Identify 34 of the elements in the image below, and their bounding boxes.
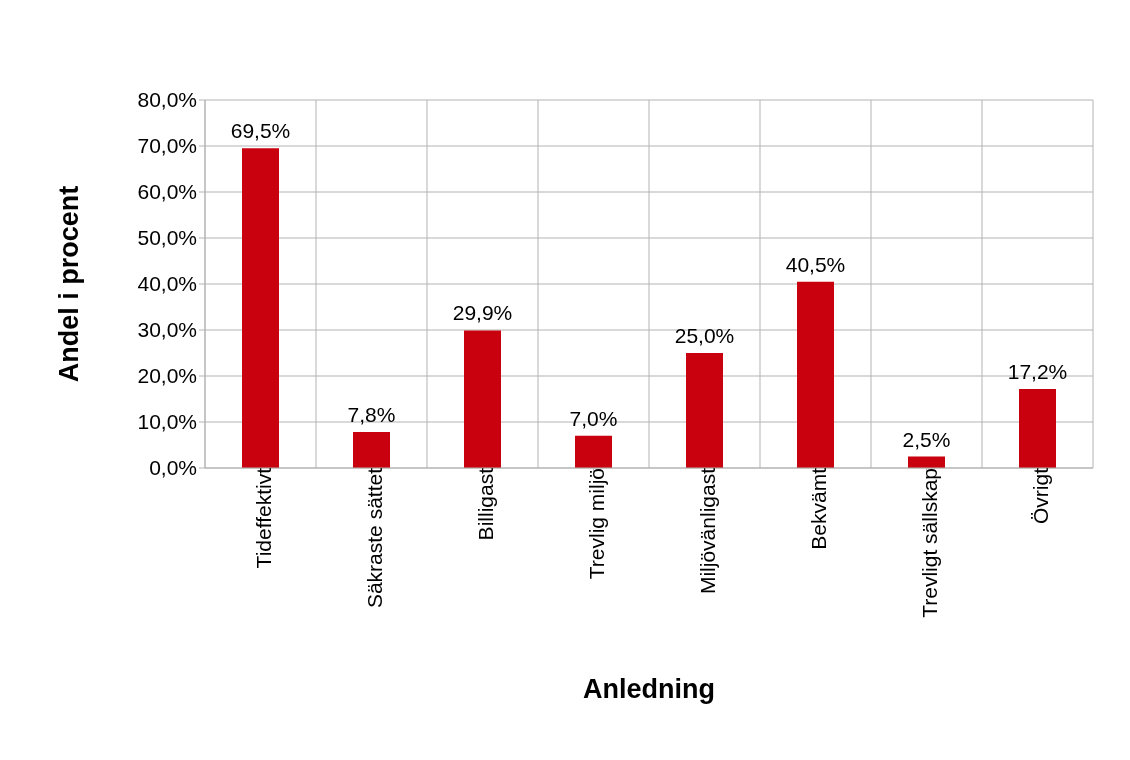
bar — [464, 330, 501, 468]
y-tick-label: 20,0% — [137, 364, 197, 388]
y-tick-label: 60,0% — [137, 180, 197, 204]
y-tick-label: 40,0% — [137, 272, 197, 296]
x-tick-label: Övrigt — [1029, 467, 1053, 525]
data-label: 17,2% — [1007, 359, 1068, 383]
bar — [353, 432, 390, 468]
bar — [1019, 388, 1056, 468]
bar — [575, 435, 612, 468]
x-tick-label: Billigast — [474, 467, 498, 541]
data-label: 7,0% — [569, 406, 618, 430]
x-axis-title: Anledning — [583, 674, 715, 704]
x-tick-label: Trevligt sällskap — [918, 468, 942, 618]
x-tick-label: Tideffektivt — [252, 467, 276, 569]
y-tick-label: 50,0% — [137, 226, 197, 250]
y-tick-label: 0,0% — [149, 456, 197, 480]
x-tick-label: Trevlig miljö — [585, 468, 609, 580]
data-label: 29,9% — [452, 301, 513, 325]
bar — [242, 148, 279, 468]
y-axis-title: Andel i procent — [53, 185, 84, 383]
x-tick-label: Miljövänligast — [696, 467, 720, 595]
x-tick-label: Säkraste sättet — [363, 467, 387, 609]
bar — [686, 353, 723, 468]
y-tick-label: 70,0% — [137, 134, 197, 158]
y-tick-label: 30,0% — [137, 318, 197, 342]
y-tick-label: 80,0% — [137, 88, 197, 112]
bar — [797, 281, 834, 468]
x-tick-label: Bekvämt — [807, 467, 831, 550]
y-tick-label: 10,0% — [137, 410, 197, 434]
data-label: 40,5% — [785, 252, 846, 276]
data-label: 25,0% — [674, 324, 735, 347]
data-label: 7,8% — [347, 403, 396, 427]
data-label: 2,5% — [902, 427, 951, 451]
data-label: 69,5% — [230, 119, 291, 143]
